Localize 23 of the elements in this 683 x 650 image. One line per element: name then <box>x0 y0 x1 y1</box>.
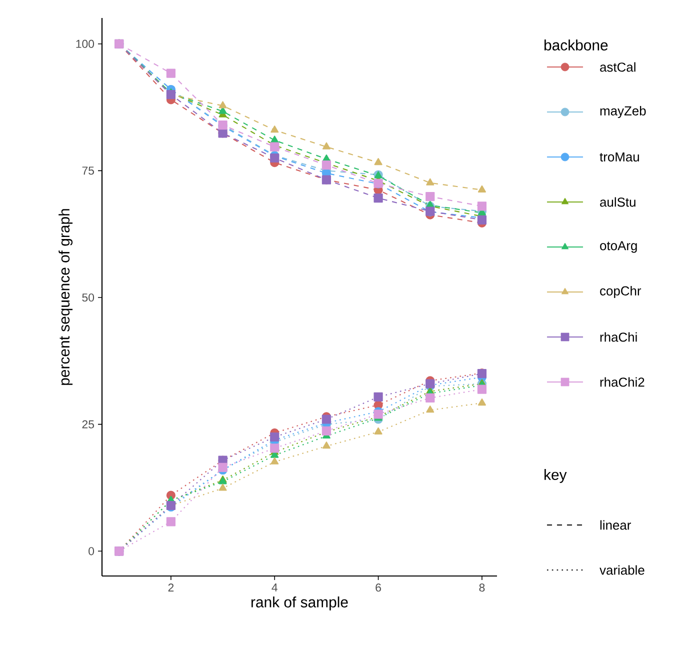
legend-label: aulStu <box>600 197 636 207</box>
y-tick-label: 0 <box>88 547 94 556</box>
y-tick-label: 50 <box>82 293 94 302</box>
legend-label: troMau <box>600 152 639 162</box>
legend-label: rhaChi <box>600 332 637 342</box>
x-axis-title: rank of sample <box>251 596 348 610</box>
legend-label: astCal <box>600 62 636 72</box>
x-tick-label: 2 <box>168 584 174 592</box>
y-tick-label: 100 <box>76 40 94 48</box>
text: key <box>544 469 567 483</box>
y-tick-label: 25 <box>82 420 94 428</box>
legend-label: copChr <box>600 286 642 298</box>
y-tick-label: 75 <box>82 166 94 175</box>
text: linear <box>600 520 631 530</box>
x-tick-label: 8 <box>479 584 485 592</box>
y-axis-title: percent sequence of graph <box>58 209 73 385</box>
legend-title: backbone <box>544 40 608 50</box>
text: variable <box>600 565 644 575</box>
legend-label: otoArg <box>600 241 637 253</box>
legend-label: mayZeb <box>600 106 646 118</box>
x-tick-label: 4 <box>272 584 278 592</box>
legend-label: rhaChi2 <box>600 377 644 387</box>
x-tick-label: 6 <box>376 584 381 592</box>
